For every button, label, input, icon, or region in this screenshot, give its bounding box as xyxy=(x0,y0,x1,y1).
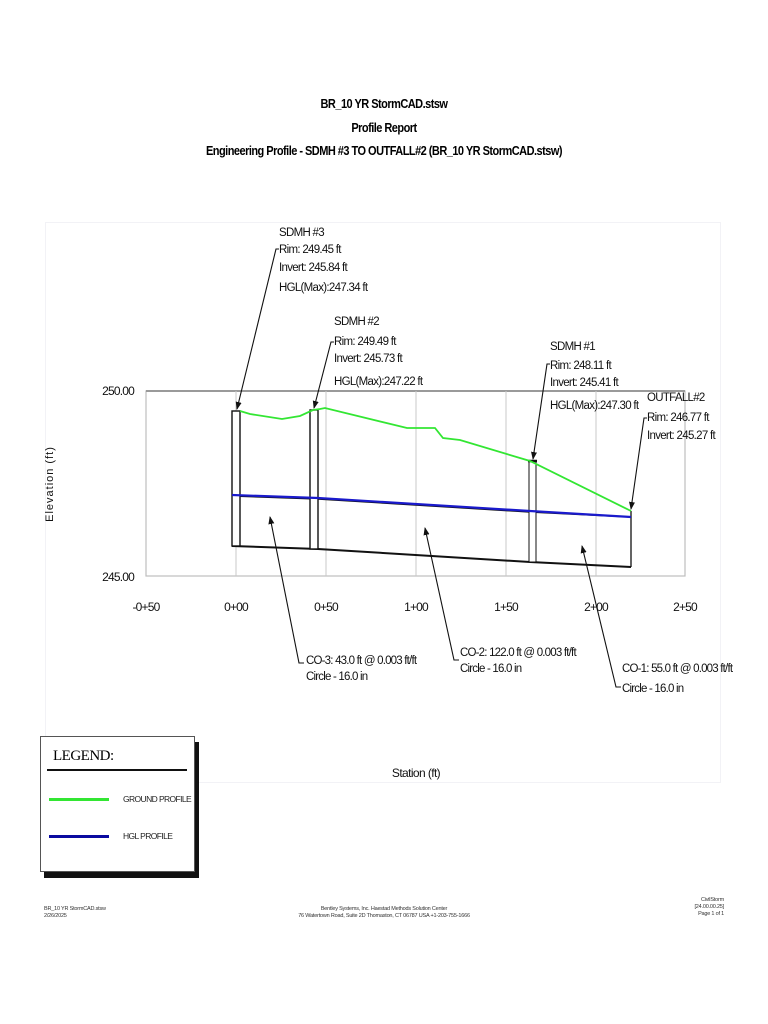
sdmh2-name: SDMH #2 xyxy=(334,316,379,328)
hgl-profile-swatch xyxy=(49,835,109,838)
annotation-co3: CO-3: 43.0 ft @ 0.003 ft/ft Circle - 16.… xyxy=(306,655,419,683)
footer-file: BR_10 YR StormCAD.stsw xyxy=(44,906,106,912)
legend-divider xyxy=(47,769,187,771)
plot-area xyxy=(145,390,686,577)
y-tick-245: 245.00 xyxy=(102,570,135,584)
x-tick-200: 2+00 xyxy=(584,600,609,614)
sdmh2-invert: Invert: 245.73 ft xyxy=(334,353,404,365)
x-tick-50: 0+50 xyxy=(314,600,339,614)
annotation-co1: CO-1: 55.0 ft @ 0.003 ft/ft Circle - 16.… xyxy=(622,663,735,695)
sdmh1-name: SDMH #1 xyxy=(550,341,595,353)
footer-left: BR_10 YR StormCAD.stsw 2/26/2025 xyxy=(44,906,106,920)
x-tick-0: 0+00 xyxy=(224,600,249,614)
y-axis-label: Elevation (ft) xyxy=(44,446,56,522)
sdmh1-invert: Invert: 245.41 ft xyxy=(550,377,620,389)
x-tick-150: 1+50 xyxy=(494,600,519,614)
legend-title: LEGEND: xyxy=(53,748,114,764)
co2-desc: CO-2: 122.0 ft @ 0.003 ft/ft xyxy=(460,647,577,659)
sdmh1-rim: Rim: 248.11 ft xyxy=(550,360,612,372)
co1-section: Circle - 16.0 in xyxy=(622,683,684,695)
co2-section: Circle - 16.0 in xyxy=(460,663,522,675)
footer-version: [24.00.00.25] xyxy=(694,904,724,910)
pipe-bottom-line xyxy=(231,545,632,568)
x-axis-label: Station (ft) xyxy=(392,766,441,780)
sdmh2-hgl: HGL(Max):247.22 ft xyxy=(334,376,424,388)
footer-right: CivilStorm [24.00.00.25] Page 1 of 1 xyxy=(694,897,724,918)
co3-section: Circle - 16.0 in xyxy=(306,671,368,683)
ground-profile-swatch xyxy=(49,798,109,801)
x-tick-250: 2+50 xyxy=(673,600,698,614)
sdmh1-hgl: HGL(Max):247.30 ft xyxy=(550,400,640,412)
outfall2-invert: Invert: 245.27 ft xyxy=(647,430,717,442)
x-tick-100: 1+00 xyxy=(404,600,429,614)
annotation-outfall2: OUTFALL#2 Rim: 246.77 ft Invert: 245.27 … xyxy=(647,392,717,442)
legend-hgl-label: HGL PROFILE xyxy=(123,831,173,841)
outfall2-name: OUTFALL#2 xyxy=(647,392,705,404)
legend: LEGEND: GROUND PROFILE HGL PROFILE xyxy=(40,736,195,872)
footer-date: 2/26/2025 xyxy=(44,913,67,919)
file-title: BR_10 YR StormCAD.stsw xyxy=(320,97,448,111)
annotation-sdmh2: SDMH #2 Rim: 249.49 ft Invert: 245.73 ft… xyxy=(334,316,425,388)
sdmh3-name: SDMH #3 xyxy=(279,227,324,239)
sdmh3-hgl: HGL(Max):247.34 ft xyxy=(279,282,369,294)
sdmh3-invert: Invert: 245.84 ft xyxy=(279,262,349,274)
annotation-sdmh3: SDMH #3 Rim: 249.45 ft Invert: 245.84 ft… xyxy=(279,227,370,294)
legend-ground-label: GROUND PROFILE xyxy=(123,794,192,804)
y-tick-250: 250.00 xyxy=(102,384,135,398)
node-leaders xyxy=(235,248,647,510)
profile-title: Engineering Profile - SDMH #3 TO OUTFALL… xyxy=(205,144,563,158)
co1-desc: CO-1: 55.0 ft @ 0.003 ft/ft xyxy=(622,663,734,675)
annotation-sdmh1: SDMH #1 Rim: 248.11 ft Invert: 245.41 ft… xyxy=(550,341,641,412)
sdmh2-rim: Rim: 249.49 ft xyxy=(334,336,397,348)
footer-page: Page 1 of 1 xyxy=(698,911,724,917)
sdmh3-rim: Rim: 249.45 ft xyxy=(279,244,342,256)
report-title: Profile Report xyxy=(351,121,417,135)
annotation-co2: CO-2: 122.0 ft @ 0.003 ft/ft Circle - 16… xyxy=(460,647,578,675)
chart-frame xyxy=(45,222,721,783)
outfall2-rim: Rim: 246.77 ft xyxy=(647,412,710,424)
x-tick-minus50: -0+50 xyxy=(132,600,160,614)
conduit-leaders xyxy=(268,516,621,688)
footer-address: 76 Watertown Road, Suite 2D Thomaston, C… xyxy=(298,913,470,919)
hgl-profile-line xyxy=(231,493,632,519)
footer-product: CivilStorm xyxy=(700,897,724,903)
footer-company: Bentley Systems, Inc. Haestad Methods So… xyxy=(320,906,448,912)
footer-center: Bentley Systems, Inc. Haestad Methods So… xyxy=(234,906,534,920)
co3-desc: CO-3: 43.0 ft @ 0.003 ft/ft xyxy=(306,655,418,667)
manhole-sdmh2 xyxy=(309,409,319,550)
ground-profile-line xyxy=(239,407,632,512)
manhole-sdmh3 xyxy=(231,410,241,547)
